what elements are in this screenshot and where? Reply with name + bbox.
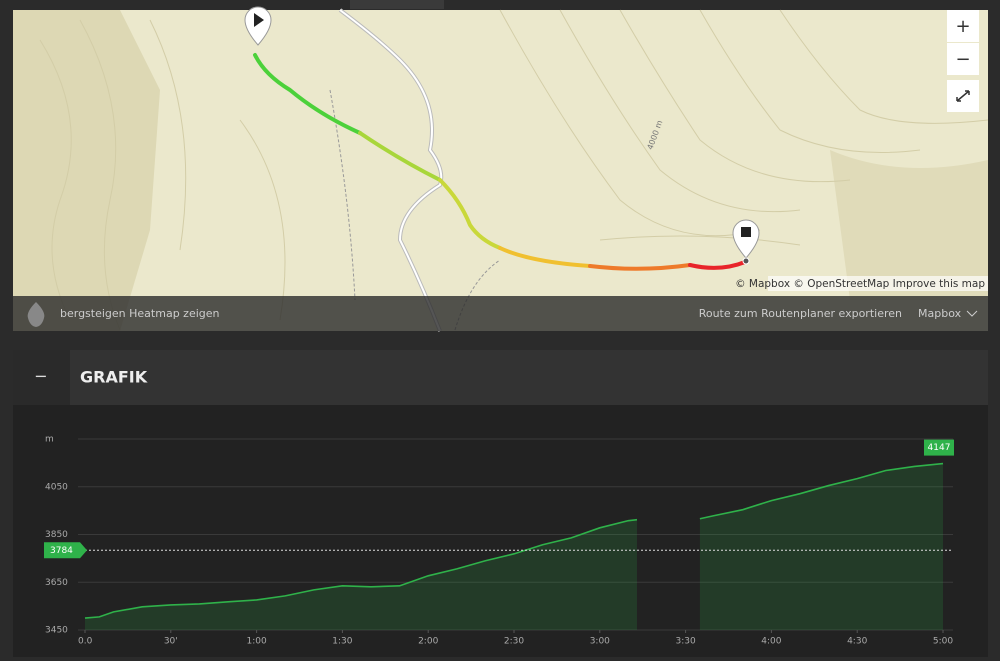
export-link[interactable]: Route zum Routenplaner exportieren bbox=[699, 307, 902, 320]
attribution-bg bbox=[768, 276, 988, 291]
x-tick-label: 0.0 bbox=[78, 637, 93, 647]
terrain bbox=[13, 10, 160, 331]
chart: 3450 3650 3850 4050 m 0.0 30' 1:00 1:30 2:00 2:30 3… bbox=[44, 435, 954, 647]
zoom-out-label: − bbox=[955, 49, 970, 70]
tab bbox=[350, 0, 444, 9]
x-tick-label: 1:30 bbox=[332, 637, 352, 647]
x-tick-label: 5:00 bbox=[933, 637, 953, 647]
start-pin bbox=[244, 6, 272, 46]
x-tick-label: 3:30 bbox=[675, 637, 695, 647]
y-tick-label: 3450 bbox=[45, 626, 68, 636]
x-tick-label: 2:00 bbox=[418, 637, 438, 647]
y-tick-label: 4050 bbox=[45, 482, 68, 492]
x-tick-label: 4:30 bbox=[847, 637, 867, 647]
current-label: 4147 bbox=[928, 443, 951, 453]
x-tick-label: 1:00 bbox=[246, 637, 266, 647]
x-tick-label: 4:00 bbox=[761, 637, 781, 647]
x-tick-label: 2:30 bbox=[504, 637, 524, 647]
chevron bbox=[966, 310, 978, 317]
current-tag bbox=[924, 439, 954, 456]
reference-label: 3784 bbox=[50, 546, 73, 556]
line bbox=[84, 462, 944, 619]
area bbox=[85, 463, 943, 630]
terrain bbox=[830, 150, 988, 300]
roads bbox=[329, 8, 501, 332]
fullscreen-icon bbox=[956, 90, 970, 102]
heatmap-icon bbox=[27, 302, 45, 327]
panel-header bbox=[13, 350, 988, 405]
panel-toggle-button[interactable] bbox=[13, 350, 70, 405]
x-tick-label: 3:00 bbox=[590, 637, 610, 647]
attribution[interactable]: © Mapbox © OpenStreetMap Improve this ma… bbox=[735, 278, 985, 290]
contours bbox=[39, 9, 989, 331]
reference-tag bbox=[44, 542, 87, 559]
zoom-out-button[interactable] bbox=[947, 43, 979, 75]
y-tick-label: m bbox=[45, 435, 54, 445]
map[interactable]: 4000 m + − © Mapbox © OpenStreetMap Impr… bbox=[13, 6, 989, 332]
y-tick-label: 3850 bbox=[45, 530, 68, 540]
zoom-in-button[interactable] bbox=[947, 10, 979, 42]
chart-area bbox=[13, 405, 988, 657]
map-toolbar bbox=[13, 296, 988, 331]
x-tick-label: 30' bbox=[164, 637, 178, 647]
route bbox=[253, 53, 747, 271]
zoom-in-label: + bbox=[955, 16, 970, 37]
panel-toggle: − bbox=[34, 367, 47, 386]
y-tick-label: 3650 bbox=[45, 578, 68, 588]
style-menu[interactable]: Mapbox bbox=[918, 307, 962, 320]
panel-title: GRAFIK bbox=[80, 368, 148, 387]
end-pin bbox=[732, 219, 760, 265]
heatmap-toggle[interactable]: bergsteigen Heatmap zeigen bbox=[60, 307, 220, 320]
